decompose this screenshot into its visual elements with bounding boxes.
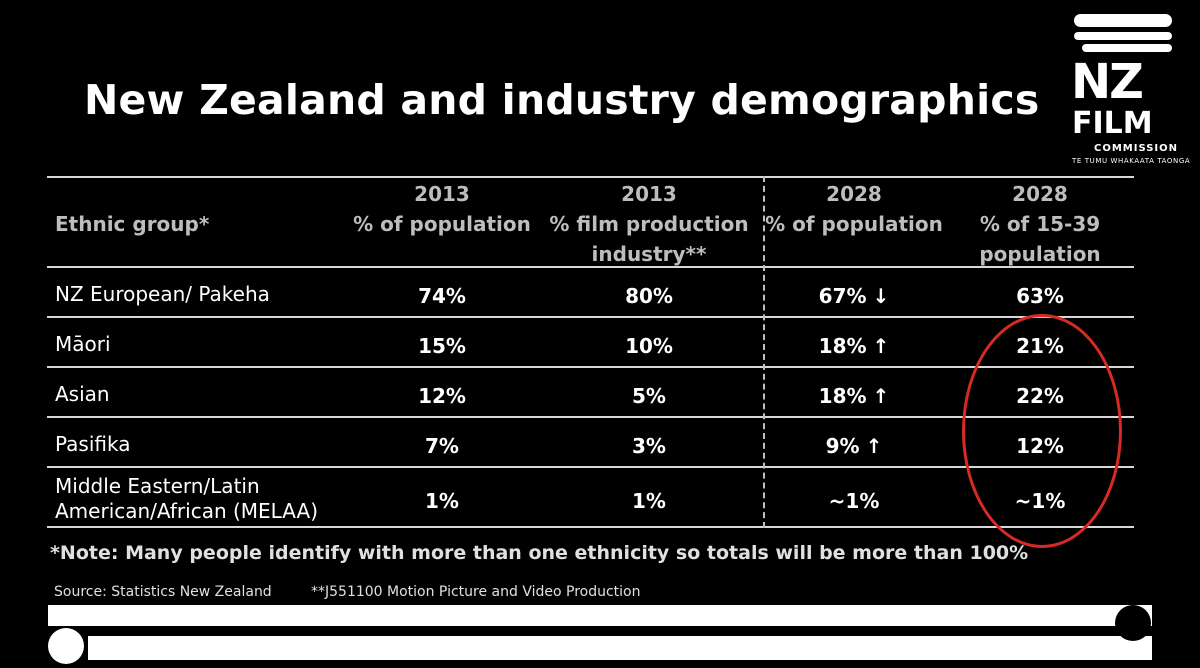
header-2028-young-population: 2028 % of 15-39 population — [947, 179, 1133, 269]
header-label: % of population — [353, 212, 531, 236]
logo-nz: NZ — [1071, 54, 1144, 110]
cell-value: 18% — [818, 384, 867, 408]
row-label-pasifika: Pasifika — [55, 432, 131, 456]
header-year: 2028 — [826, 182, 882, 206]
highlight-ellipse — [962, 314, 1122, 548]
cell-value: 67% — [818, 284, 867, 308]
cell-value: 18% — [818, 334, 867, 358]
logo-tagline: TE TUMU WHAKAATA TAONGA — [1072, 157, 1191, 165]
header-label: % film production — [549, 212, 749, 236]
slide-title: New Zealand and industry demographics — [84, 76, 1040, 124]
industry-footnote: **J551100 Motion Picture and Video Produ… — [311, 584, 641, 600]
row-label-line2: American/African (MELAA) — [55, 499, 319, 523]
header-ethnic-group-label: Ethnic group* — [55, 212, 210, 236]
ethnicity-note: *Note: Many people identify with more th… — [50, 542, 1029, 564]
projection-divider — [763, 176, 765, 528]
logo-stripe-icon — [1074, 32, 1172, 40]
nz-film-commission-logo: NZ FILM COMMISSION TE TUMU WHAKAATA TAON… — [1068, 6, 1190, 166]
header-year: 2013 — [414, 182, 470, 206]
header-label-cont: industry** — [591, 242, 707, 266]
table-bottom-rule — [47, 526, 1134, 528]
arrow-up-icon: ↑ — [865, 434, 883, 458]
cell-2013-population: 12% — [418, 384, 466, 408]
table-row-divider — [47, 466, 1134, 468]
row-label-line1: Middle Eastern/Latin — [55, 474, 260, 498]
arrow-down-icon: ↓ — [872, 284, 890, 308]
table-row-divider — [47, 416, 1134, 418]
cell-2028-population: ~1% — [828, 489, 880, 513]
arrow-up-icon: ↑ — [872, 334, 890, 358]
cell-2013-population: 1% — [425, 489, 459, 513]
logo-commission: COMMISSION — [1094, 143, 1179, 154]
header-label: % of population — [765, 212, 943, 236]
cell-2013-population: 15% — [418, 334, 466, 358]
logo-stripe-icon — [1082, 44, 1172, 52]
header-year: 2028 — [1012, 182, 1068, 206]
cell-2013-film: 3% — [632, 434, 666, 458]
cell-2013-population: 74% — [418, 284, 466, 308]
cell-2028-population: 67% ↓ — [761, 284, 947, 308]
cell-2013-film: 5% — [632, 384, 666, 408]
cell-2028-population: 9% ↑ — [761, 434, 947, 458]
cell-2013-film: 1% — [632, 489, 666, 513]
cell-2013-film: 80% — [625, 284, 673, 308]
header-ethnic-group: Ethnic group* — [55, 209, 209, 239]
row-label-asian: Asian — [55, 382, 110, 406]
table-row-divider — [47, 366, 1134, 368]
row-label-maori: Māori — [55, 332, 111, 356]
decorative-bottom-bar — [48, 605, 1152, 664]
cell-2013-film: 10% — [625, 334, 673, 358]
arrow-up-icon: ↑ — [872, 384, 890, 408]
cell-value: 9% — [825, 434, 860, 458]
cell-2028-population: 18% ↑ — [761, 384, 947, 408]
cell-2013-population: 7% — [425, 434, 459, 458]
header-2013-population: 2013 % of population — [347, 179, 537, 239]
header-2028-population: 2028 % of population — [761, 179, 947, 239]
cell-2028-population: 18% ↑ — [761, 334, 947, 358]
table-top-rule — [47, 176, 1134, 178]
header-label-cont: population — [979, 242, 1101, 266]
logo-film: FILM — [1072, 106, 1153, 141]
row-label-melaa: Middle Eastern/Latin American/African (M… — [55, 474, 318, 524]
table-row-divider — [47, 266, 1134, 268]
table-row-divider — [47, 316, 1134, 318]
cell-2028-young: 63% — [1016, 284, 1064, 308]
header-label: % of 15-39 — [979, 212, 1101, 236]
logo-stripe-icon — [1074, 14, 1172, 27]
header-year: 2013 — [621, 182, 677, 206]
header-2013-film-industry: 2013 % film production industry** — [544, 179, 754, 269]
source-citation: Source: Statistics New Zealand — [54, 584, 272, 600]
row-label-nz-european: NZ European/ Pakeha — [55, 282, 270, 306]
